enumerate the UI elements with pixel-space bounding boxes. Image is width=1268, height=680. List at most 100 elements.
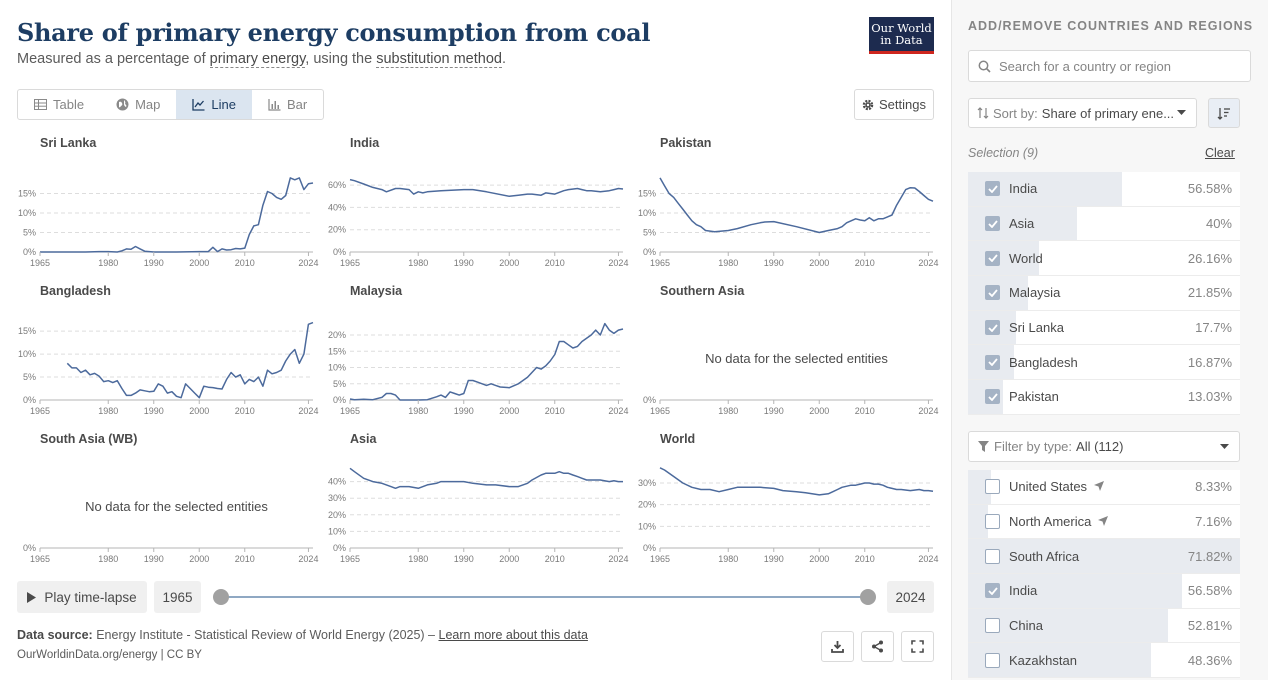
series-line[interactable] [349, 322, 624, 401]
checkbox[interactable] [985, 320, 1000, 336]
entity-value: 7.16% [1195, 514, 1232, 530]
tab-table[interactable]: Table [18, 90, 100, 119]
x-tick-label: 1980 [408, 258, 428, 268]
learn-more-link[interactable]: Learn more about this data [438, 628, 588, 642]
checkbox[interactable] [985, 514, 1000, 530]
entity-row[interactable]: North America 7.16% [968, 504, 1240, 540]
chart-title: Malaysia [350, 284, 403, 298]
checkbox[interactable] [985, 479, 1000, 495]
chart-title: World [660, 432, 695, 446]
check-icon [987, 393, 998, 401]
entity-row[interactable]: Sri Lanka 17.7% [968, 310, 1240, 346]
sort-order-button[interactable] [1208, 98, 1240, 128]
download-button[interactable] [821, 631, 854, 662]
primary-energy-link[interactable]: primary energy [209, 51, 306, 68]
sidebar-heading: ADD/REMOVE COUNTRIES AND REGIONS [968, 19, 1254, 33]
entity-row[interactable]: Kazakhstan 48.36% [968, 643, 1240, 679]
entity-row[interactable]: India 56.58% [968, 172, 1240, 207]
x-tick-label: 2000 [499, 258, 519, 268]
timeline-track[interactable] [221, 596, 868, 598]
x-tick-label: 2010 [855, 406, 875, 416]
y-tick-label: 0% [23, 247, 36, 257]
download-icon [831, 641, 844, 653]
checkbox[interactable] [985, 181, 1000, 197]
search-input[interactable]: Search for a country or region [968, 50, 1251, 82]
y-tick-label: 10% [328, 363, 346, 373]
y-tick-label: 20% [638, 500, 656, 510]
checkbox[interactable] [985, 216, 1000, 232]
checkbox[interactable] [985, 548, 1000, 564]
logo-line: in Data [880, 33, 923, 47]
gear-icon [862, 99, 874, 110]
logo-line: Our World [871, 21, 932, 35]
tab-line[interactable]: Line [176, 90, 252, 119]
entity-row[interactable]: Asia 40% [968, 206, 1240, 242]
share-icon [872, 640, 883, 653]
x-tick-label: 1980 [98, 554, 118, 564]
small-multiple-chart: South Asia (WB) 0% No data for the selecte… [23, 432, 318, 564]
y-tick-label: 5% [643, 228, 656, 238]
entity-row[interactable]: China 52.81% [968, 608, 1240, 644]
sort-dropdown[interactable]: Sort by: Share of primary ene... [968, 98, 1197, 128]
checkbox[interactable] [985, 354, 1000, 370]
series-line[interactable] [40, 177, 314, 253]
owid-logo[interactable]: Our World in Data [869, 17, 934, 54]
entity-row[interactable]: Malaysia 21.85% [968, 276, 1240, 311]
share-button[interactable] [861, 631, 894, 662]
settings-button[interactable]: Settings [854, 89, 934, 120]
y-tick-label: 15% [328, 346, 346, 356]
entity-value: 71.82% [1187, 548, 1232, 564]
entity-row[interactable]: World 26.16% [968, 241, 1240, 277]
entity-row[interactable]: India 56.58% [968, 574, 1240, 609]
series-line[interactable] [659, 177, 934, 234]
timeline-end-handle[interactable] [860, 589, 876, 605]
entity-row[interactable]: South Africa 71.82% [968, 539, 1240, 575]
play-timelapse-button[interactable]: Play time-lapse [17, 581, 147, 613]
entity-name: Bangladesh [1009, 354, 1078, 370]
series-line[interactable] [349, 178, 624, 198]
checkbox[interactable] [985, 618, 1000, 634]
x-tick-label: 2024 [298, 554, 318, 564]
filter-value: All (112) [1076, 439, 1124, 454]
timeline-start-handle[interactable] [213, 589, 229, 605]
series-line[interactable] [349, 467, 623, 490]
filter-by-type-dropdown[interactable]: Filter by type: All (112) [968, 431, 1240, 462]
play-icon [27, 591, 37, 603]
x-tick-label: 1980 [718, 258, 738, 268]
entity-value: 17.7% [1195, 320, 1232, 336]
y-tick-label: 20% [328, 225, 346, 235]
checkbox[interactable] [985, 285, 1000, 301]
x-tick-label: 1965 [30, 258, 50, 268]
end-year-box[interactable]: 2024 [887, 581, 934, 613]
checkbox[interactable] [985, 250, 1000, 266]
all-entities-list: United States 8.33% North America 7.16% Sout… [968, 470, 1240, 679]
plot-area: Bangladesh 0% 5% 10% 15% 1965 1980 1990 2000 2010… [18, 284, 318, 416]
series-line[interactable] [66, 321, 314, 399]
checkbox[interactable] [985, 389, 1000, 405]
clear-selection-link[interactable]: Clear [1205, 146, 1235, 160]
fullscreen-button[interactable] [901, 631, 934, 662]
series-line[interactable] [659, 467, 934, 496]
no-data-message: No data for the selected entities [705, 351, 888, 366]
chart-panel: Asia 0% 10% 20% 30% 40% 1965 1980 1990 2000 2010 20… [328, 428, 628, 581]
checkbox[interactable] [985, 583, 1000, 599]
start-year-box[interactable]: 1965 [154, 581, 201, 613]
tab-bar[interactable]: Bar [252, 90, 323, 119]
x-tick-label: 2000 [809, 406, 829, 416]
entity-row[interactable]: Bangladesh 16.87% [968, 345, 1240, 381]
x-tick-label: 1980 [98, 406, 118, 416]
chevron-down-icon [1220, 443, 1229, 449]
entity-selector-sidebar: ADD/REMOVE COUNTRIES AND REGIONS Search … [951, 0, 1268, 680]
chart-title: Pakistan [660, 136, 711, 150]
tab-map[interactable]: Map [100, 90, 176, 119]
plot-area: Pakistan 0% 5% 10% 15% 1965 1980 1990 2000 2010 20… [638, 136, 938, 268]
location-arrow-icon [1094, 479, 1105, 494]
substitution-method-link[interactable]: substitution method [376, 51, 502, 68]
checkbox[interactable] [985, 652, 1000, 668]
small-multiple-chart: World 0% 10% 20% 30% 1965 1980 1990 2000 2010 2024 [638, 432, 938, 564]
entity-row[interactable]: Pakistan 13.03% [968, 380, 1240, 415]
entity-row[interactable]: United States 8.33% [968, 470, 1240, 505]
table-icon [34, 99, 47, 110]
y-tick-label: 15% [18, 326, 36, 336]
x-tick-label: 1980 [98, 258, 118, 268]
